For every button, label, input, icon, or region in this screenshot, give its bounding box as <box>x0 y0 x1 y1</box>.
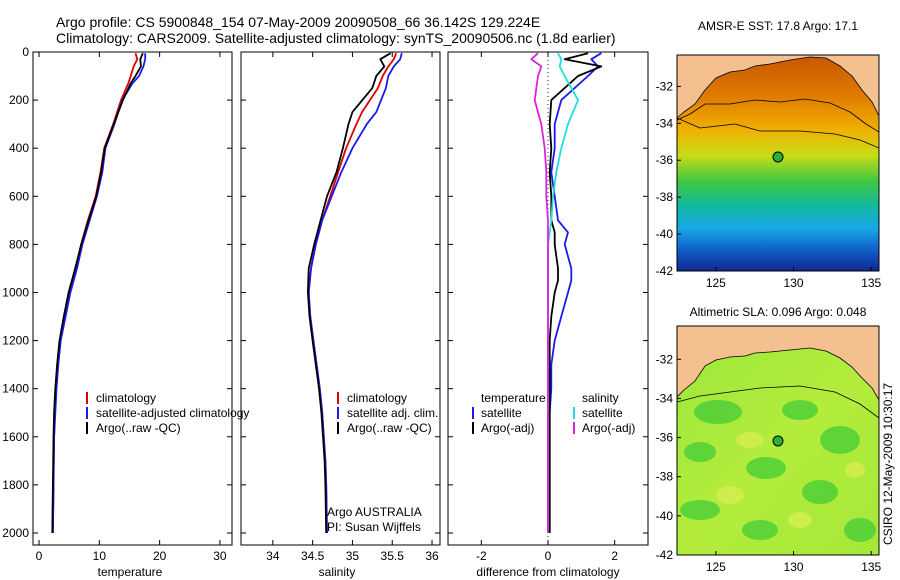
legend-label-argo: Argo(..raw -QC) <box>96 421 181 435</box>
map-sla-xtick-label: 135 <box>861 560 881 574</box>
legend-label-temperature-argo: Argo(-adj) <box>481 421 534 435</box>
legend-title-temperature: temperature <box>481 391 546 405</box>
sla-map-frame <box>676 325 880 556</box>
map-sst-ytick-label: -38 <box>656 190 674 204</box>
difference-series-salinity-argo-adj <box>530 52 549 533</box>
temperature-series-climatology <box>52 52 139 534</box>
depth-tick-label: 1000 <box>2 285 29 299</box>
depth-tick-label: 800 <box>9 237 29 251</box>
legend-label-satellite: satellite adj. clim. <box>347 406 438 420</box>
argo-position-marker <box>772 151 784 163</box>
legend-label-climatology: climatology <box>347 391 407 405</box>
map-sst-ytick-label: -36 <box>656 153 674 167</box>
map-sla-ytick-label: -40 <box>656 509 674 523</box>
map-sst-xtick-label: 130 <box>784 276 804 290</box>
legend-label-salinity-satellite: satellite <box>582 406 623 420</box>
sla-coastline <box>677 347 879 401</box>
salinity-series-argo-raw-qc <box>306 52 392 534</box>
legend-label-climatology: climatology <box>96 391 156 405</box>
difference-series-temperature-satellite <box>548 52 602 533</box>
difference-series-salinity-satellite <box>547 52 579 533</box>
sst-coastline <box>677 56 879 119</box>
map-sla-ytick-label: -34 <box>656 391 674 405</box>
salinity-xtick-label: 35.5 <box>381 549 405 563</box>
map-sla-xtick-label: 125 <box>706 560 726 574</box>
temperature-xtick-label: 30 <box>213 549 227 563</box>
difference-xlabel: difference from climatology <box>476 565 619 579</box>
depth-tick-label: 600 <box>9 189 29 203</box>
temperature-xtick-label: 0 <box>36 549 43 563</box>
temperature-xlabel: temperature <box>98 565 163 579</box>
difference-xtick-label: 2 <box>611 549 618 563</box>
salinity-series-climatology <box>307 52 398 534</box>
legend-label-temperature-satellite: satellite <box>481 406 522 420</box>
salinity-xtick-label: 34.5 <box>301 549 325 563</box>
salinity-xtick-label: 36 <box>425 549 439 563</box>
sst-contour-upper <box>677 98 879 133</box>
salinity-xtick-label: 35 <box>346 549 360 563</box>
temperature-series-argo-raw-qc <box>51 52 144 534</box>
salinity-xlabel: salinity <box>319 565 356 579</box>
depth-tick-label: 1200 <box>2 334 29 348</box>
temperature-xtick-label: 20 <box>153 549 167 563</box>
map-sla-ytick-label: -32 <box>656 352 674 366</box>
map-sst-xtick-label: 135 <box>861 276 881 290</box>
legend-title-salinity: salinity <box>582 391 619 405</box>
title-line-2: Climatology: CARS2009. Satellite-adjuste… <box>56 30 616 46</box>
annotation-line-1: Argo AUSTRALIA <box>327 505 422 519</box>
depth-tick-label: 2000 <box>2 526 29 540</box>
temperature-series-satellite-adjusted-climatology <box>52 53 147 534</box>
sla-map: Altimetric SLA: 0.096 Argo: 0.048 <box>676 305 880 556</box>
argo-position-marker <box>772 435 784 447</box>
difference-xtick-label: 0 <box>545 549 552 563</box>
salinity-legend: climatology satellite adj. clim. Argo(..… <box>327 391 438 534</box>
depth-tick-label: 400 <box>9 141 29 155</box>
temperature-axes <box>32 51 233 546</box>
sla-contour <box>677 385 879 419</box>
depth-tick-label: 1800 <box>2 478 29 492</box>
map-sst-ytick-label: -32 <box>656 79 674 93</box>
map-sst-xtick-label: 125 <box>706 276 726 290</box>
sst-map-title: AMSR-E SST: 17.8 Argo: 17.1 <box>698 19 858 33</box>
depth-tick-label: 200 <box>9 93 29 107</box>
side-label: CSIRO 12-May-2009 10:30:17 <box>881 383 895 545</box>
title-line-1: Argo profile: CS 5900848_154 07-May-2009… <box>56 14 540 30</box>
temperature-xtick-label: 10 <box>93 549 107 563</box>
map-sla-ytick-label: -36 <box>656 431 674 445</box>
depth-tick-label: 1400 <box>2 382 29 396</box>
sst-map-frame <box>676 54 880 272</box>
sst-contour-lower <box>677 117 879 149</box>
legend-label-satellite: satellite-adjusted climatology <box>96 406 249 420</box>
sst-ocean <box>677 57 879 271</box>
depth-tick-label: 0 <box>22 45 29 59</box>
annotation-line-2: PI: Susan Wijffels <box>327 520 421 534</box>
legend-label-salinity-argo: Argo(-adj) <box>582 421 635 435</box>
map-sst-ytick-label: -34 <box>656 116 674 130</box>
legend-label-argo: Argo(..raw -QC) <box>347 421 432 435</box>
map-sst-ytick-label: -42 <box>656 264 674 278</box>
map-sla-xtick-label: 130 <box>784 560 804 574</box>
axes-layer: 0 10 20 30020040060080010001200140016001800… <box>2 45 881 574</box>
salinity-axes <box>240 51 441 546</box>
map-sla-ytick-label: -38 <box>656 470 674 484</box>
temperature-legend: climatology satellite-adjusted climatolo… <box>86 391 249 435</box>
map-sla-ytick-label: -42 <box>656 548 674 562</box>
profile-layer <box>51 52 603 545</box>
map-sst-ytick-label: -40 <box>656 227 674 241</box>
difference-xtick-label: -2 <box>476 549 487 563</box>
sla-map-title: Altimetric SLA: 0.096 Argo: 0.048 <box>690 305 867 319</box>
difference-series-temperature-argo-adj <box>548 52 603 533</box>
salinity-xtick-label: 34 <box>266 549 280 563</box>
depth-tick-label: 1600 <box>2 430 29 444</box>
sla-anomaly-blobs <box>680 400 876 542</box>
sla-high-blobs <box>716 432 865 528</box>
difference-legend: temperature satellite Argo(-adj) salinit… <box>472 391 635 435</box>
sst-map: AMSR-E SST: 17.8 Argo: 17.1 <box>676 19 880 272</box>
